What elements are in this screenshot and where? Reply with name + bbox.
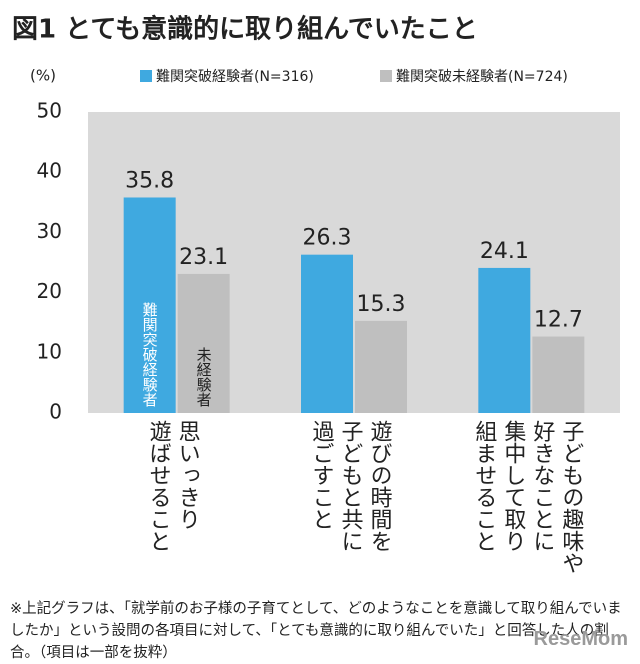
x-tick-label: 遊びの時間を 子どもと共に 過ごすこと [308, 420, 392, 552]
footnote: ※上記グラフは、「就学前のお子様の子育てとして、どのようなことを意識して取り組ん… [10, 601, 622, 661]
value-label: 23.1 [179, 245, 228, 270]
bar [177, 273, 230, 413]
chart: 図1 とても意識的に取り組んでいたこと (%) 難関突破経験者(N=316) 難関… [12, 14, 620, 424]
legend-swatch [140, 70, 152, 82]
value-label: 12.7 [534, 308, 583, 333]
y-tick-label: 0 [49, 400, 62, 424]
chart-title: 図1 とても意識的に取り組んでいたこと [12, 14, 478, 45]
legend-swatch [380, 70, 392, 82]
plot-background [88, 112, 620, 413]
bar-annotation: 難関突破経験者 [140, 302, 159, 407]
x-tick-label: 子どもの趣味や 好きなことに 集中して取り 組ませること [471, 420, 584, 574]
value-label: 35.8 [125, 168, 174, 193]
bar [532, 336, 585, 413]
y-tick-label: 30 [37, 219, 62, 243]
value-label: 15.3 [357, 292, 406, 317]
bar-annotation: 未経験者 [194, 347, 213, 407]
legend-label: 難関突破経験者(N=316) [156, 69, 314, 85]
y-tick-label: 40 [37, 159, 62, 183]
x-tick-label: 思いっきり 遊ばせること [145, 420, 200, 552]
y-tick-label: 20 [37, 279, 62, 303]
bar [355, 320, 407, 413]
legend-label: 難関突破未経験者(N=724) [396, 69, 568, 85]
bar [478, 267, 531, 413]
bar [301, 254, 353, 413]
value-label: 26.3 [303, 226, 352, 251]
y-axis-label: (%) [30, 67, 56, 85]
y-tick-label: 10 [37, 339, 62, 363]
watermark: ReseMom [533, 628, 628, 650]
value-label: 24.1 [480, 239, 529, 264]
bar [123, 197, 176, 413]
y-tick-label: 50 [37, 99, 62, 123]
